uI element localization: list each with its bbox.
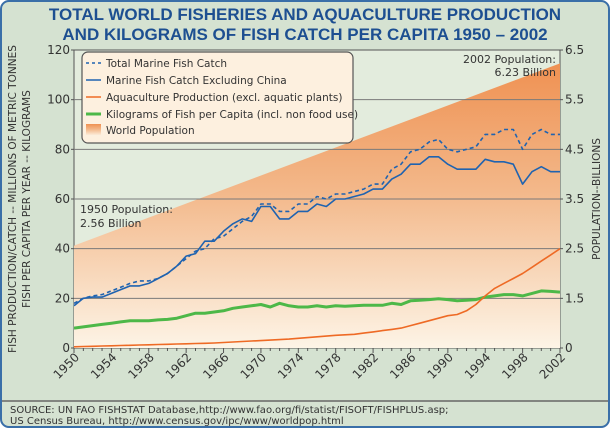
legend-label-total: Total Marine Fish Catch [105, 58, 227, 70]
marine-catch-excl-china-line [73, 156, 560, 307]
source-line1: SOURCE: UN FAO FISHSTAT Database,http://… [10, 405, 449, 416]
y-tick-right: 2.5 [565, 242, 584, 256]
y-tick-right: 3.5 [565, 192, 584, 206]
y-axis-right-label: POPULATION--BILLIONS [591, 138, 603, 260]
y-tick-left: 0 [62, 341, 70, 355]
y-axis-left-label-line1: FISH PRODUCTION/CATCH -- MILLIONS OF MET… [7, 45, 19, 353]
legend-label-population: World Population [106, 125, 195, 137]
y-axis-left-label-line2: FISH PER CAPITA PER YEAR -- KILOGRAMS [21, 90, 33, 308]
annotation-2002-line2: 6.23 Billion [495, 66, 556, 79]
legend-swatch-population [86, 124, 101, 136]
chart-title-line2: AND KILOGRAMS OF FISH CATCH PER CAPITA 1… [62, 25, 547, 44]
legend-label-aquaculture: Aquaculture Production (excl. aquatic pl… [106, 92, 342, 104]
annotation-2002-line1: 2002 Population: [463, 53, 556, 66]
y-tick-left: 40 [55, 242, 70, 256]
legend-label-per-capita: Kilograms of Fish per Capita (incl. non … [106, 109, 358, 121]
annotation-1950-line1: 1950 Population: [80, 203, 173, 216]
legend: Total Marine Fish Catch Marine Fish Catc… [81, 51, 358, 144]
legend-label-excl-china: Marine Fish Catch Excluding China [106, 75, 287, 87]
y-tick-right: 6.5 [565, 43, 584, 57]
population-area [74, 63, 560, 348]
annotation-1950-line2: 2.56 Billion [80, 217, 141, 230]
y-tick-left: 120 [47, 43, 70, 57]
y-tick-right: 5.5 [565, 93, 584, 107]
y-tick-left: 20 [55, 291, 70, 305]
y-tick-right: 0 [565, 341, 573, 355]
source-line2: US Census Bureau, http://www.census.gov/… [10, 416, 344, 427]
y-tick-left: 100 [47, 93, 70, 107]
aquaculture-line [73, 248, 561, 348]
y-tick-right: 4.5 [565, 142, 584, 156]
chart-title-line1: TOTAL WORLD FISHERIES AND AQUACULTURE PR… [49, 5, 561, 24]
y-tick-left: 60 [55, 192, 70, 206]
kg-per-capita-line [73, 289, 561, 330]
y-tick-right: 1.5 [565, 291, 584, 305]
y-tick-left: 80 [55, 142, 70, 156]
